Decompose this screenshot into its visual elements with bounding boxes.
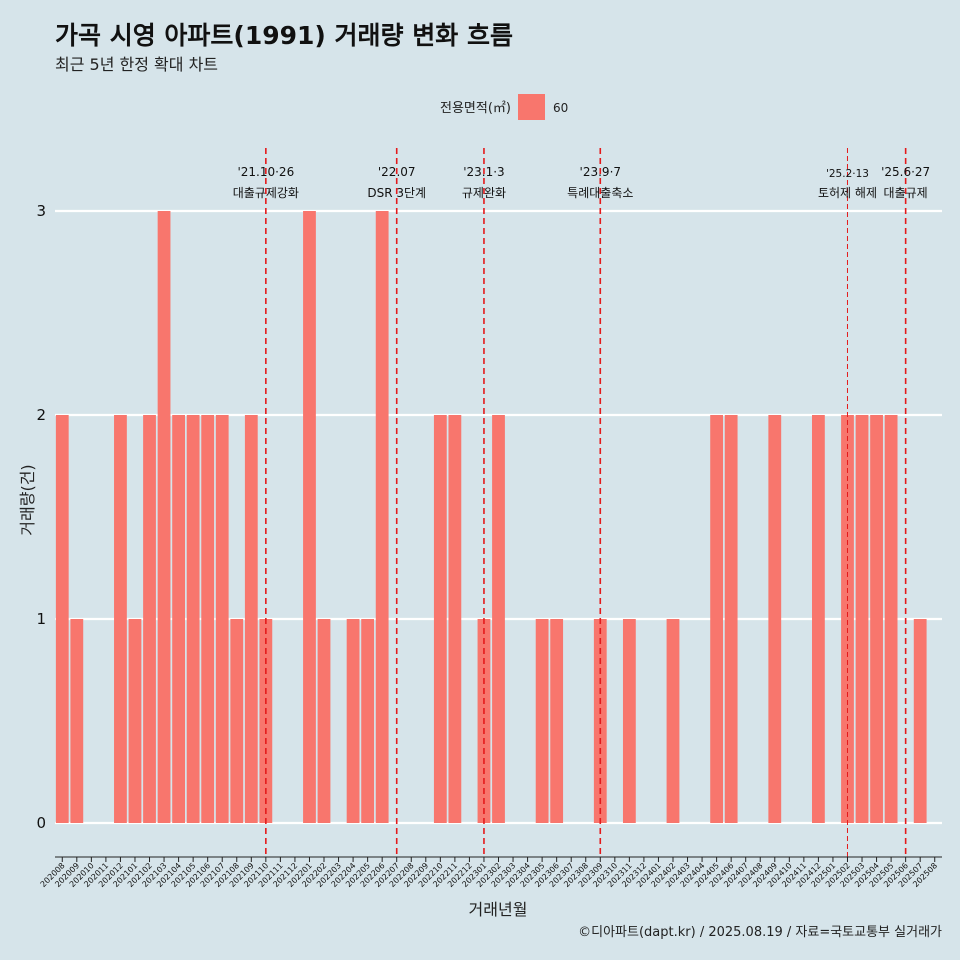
bar bbox=[375, 211, 389, 823]
y-tick-label: 0 bbox=[36, 814, 46, 832]
legend: 전용면적(㎡) 60 bbox=[440, 94, 568, 120]
event-date-label: '21.10·26 bbox=[237, 165, 294, 179]
bar bbox=[448, 415, 462, 823]
x-axis-title: 거래년월 bbox=[469, 900, 528, 919]
bar bbox=[55, 415, 69, 823]
y-axis: 0 1 2 3 bbox=[36, 202, 46, 832]
event-label: DSR 3단계 bbox=[367, 186, 426, 200]
event-date-label: '23.1·3 bbox=[463, 165, 504, 179]
bar bbox=[622, 619, 636, 823]
event-label: 규제완화 bbox=[462, 186, 506, 200]
bar bbox=[666, 619, 680, 823]
bar bbox=[768, 415, 782, 823]
bar bbox=[710, 415, 724, 823]
bar bbox=[870, 415, 883, 823]
bar bbox=[70, 619, 84, 823]
bars bbox=[55, 211, 927, 823]
bar bbox=[317, 619, 331, 823]
event-label: 특례대출축소 bbox=[567, 186, 633, 200]
event-label: 대출규제강화 bbox=[233, 186, 299, 200]
event-label: 토허제 해제 bbox=[818, 186, 877, 200]
bar bbox=[303, 211, 316, 823]
bar bbox=[157, 211, 171, 823]
bar bbox=[201, 415, 215, 823]
legend-label: 60 bbox=[553, 101, 568, 115]
y-tick-label: 3 bbox=[36, 202, 46, 220]
event-date-label: '25.6·27 bbox=[881, 165, 930, 179]
legend-swatch bbox=[518, 94, 545, 120]
y-tick-label: 2 bbox=[36, 406, 46, 424]
bar bbox=[855, 415, 869, 823]
bar bbox=[114, 415, 127, 823]
y-axis-title: 거래량(건) bbox=[18, 464, 37, 535]
y-tick-label: 1 bbox=[36, 610, 46, 628]
bar bbox=[215, 415, 229, 823]
legend-title: 전용면적(㎡) bbox=[440, 101, 511, 116]
chart-caption: ©디아파트(dapt.kr) / 2025.08.19 / 자료=국토교통부 실… bbox=[578, 925, 942, 940]
event-date-label: '23.9·7 bbox=[580, 165, 621, 179]
bar bbox=[913, 619, 927, 823]
bar bbox=[361, 619, 375, 823]
bar bbox=[172, 415, 185, 823]
bar bbox=[230, 619, 244, 823]
bar bbox=[535, 619, 549, 823]
bar bbox=[143, 415, 156, 823]
bar bbox=[186, 415, 200, 823]
bar bbox=[128, 619, 142, 823]
bar bbox=[724, 415, 738, 823]
bar bbox=[884, 415, 898, 823]
bar bbox=[550, 619, 564, 823]
bar bbox=[346, 619, 360, 823]
bar bbox=[841, 415, 854, 823]
bar bbox=[812, 415, 825, 823]
bar bbox=[244, 415, 258, 823]
event-date-label: '22.07 bbox=[378, 165, 416, 179]
bar bbox=[492, 415, 505, 823]
chart-title: 가곡 시영 아파트(1991) 거래량 변화 흐름 bbox=[55, 21, 513, 50]
event-date-label: '25.2·13 bbox=[826, 168, 869, 180]
chart-subtitle: 최근 5년 한정 확대 차트 bbox=[55, 55, 218, 74]
bar bbox=[433, 415, 447, 823]
event-markers: '21.10·26 대출규제강화 '22.07 DSR 3단계 '23.1·3 규제완화 '… bbox=[233, 148, 930, 857]
event-label: 대출규제 bbox=[884, 186, 928, 200]
